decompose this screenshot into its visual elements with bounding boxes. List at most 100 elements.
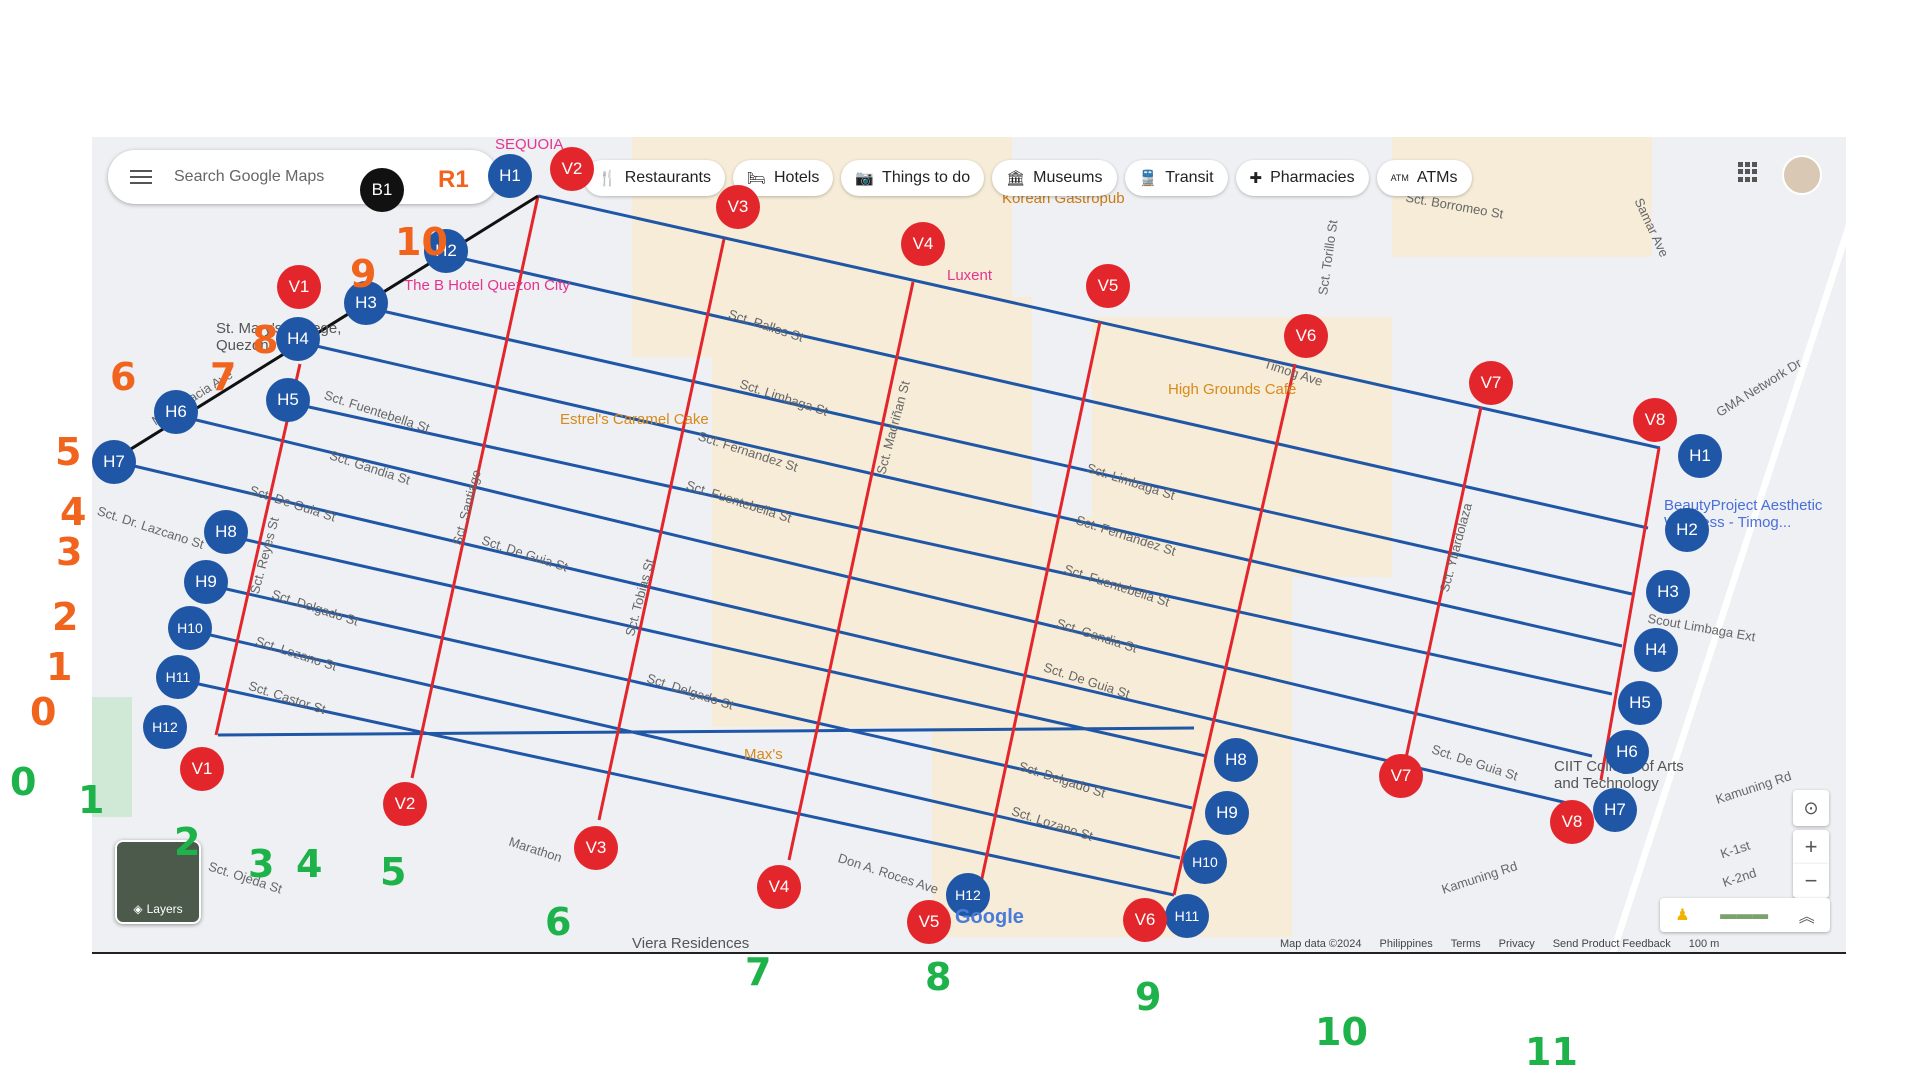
handwritten-orange-9: 9 [350, 252, 377, 296]
expand-icon[interactable]: ︽ [1798, 909, 1815, 926]
marker-left-h4[interactable]: H4 [276, 317, 320, 361]
marker-right-h5[interactable]: H5 [1618, 681, 1662, 725]
handwritten-orange-4: 4 [60, 490, 87, 534]
zoom-out-button[interactable]: − [1793, 864, 1829, 898]
hotel-icon: 🛏 [746, 170, 766, 187]
marker-left-h11[interactable]: H11 [156, 655, 200, 699]
marker-bottom-v5[interactable]: V5 [907, 900, 951, 944]
handwritten-r1: R1 [438, 166, 469, 193]
poi-high-grounds-cafe[interactable]: High Grounds Café [1168, 381, 1297, 398]
chip-things-to-do[interactable]: 📷 Things to do [841, 160, 985, 196]
hamburger-menu-icon[interactable] [130, 166, 152, 188]
marker-right-h7[interactable]: H7 [1593, 788, 1637, 832]
street-view-bar[interactable]: ♟ ▬▬▬ ︽ [1660, 898, 1830, 932]
marker-left-h9[interactable]: H9 [184, 560, 228, 604]
marker-top-v7[interactable]: V7 [1469, 361, 1513, 405]
marker-left-h6[interactable]: H6 [154, 390, 198, 434]
poi-the-b-hotel[interactable]: The B Hotel Quezon City [404, 277, 570, 294]
marker-bottom-v7[interactable]: V7 [1379, 754, 1423, 798]
chip-pharmacies[interactable]: ✚ Pharmacies [1235, 160, 1369, 196]
chip-atms[interactable]: ATM ATMs [1376, 160, 1472, 196]
handwritten-green-1: 1 [78, 778, 105, 822]
poi-maxs[interactable]: Max's [744, 746, 783, 763]
marker-left-h3[interactable]: H3 [344, 281, 388, 325]
transit-icon: 🚆 [1138, 170, 1158, 187]
zoom-in-button[interactable]: + [1793, 830, 1829, 864]
marker-right-h3[interactable]: H3 [1646, 570, 1690, 614]
handwritten-green-5: 5 [380, 850, 407, 894]
imagery-thumbnails[interactable]: ▬▬▬ [1720, 906, 1769, 923]
search-bar[interactable]: Search Google Maps [108, 150, 498, 204]
marker-bottom-v2[interactable]: V2 [383, 782, 427, 826]
apps-grid-icon[interactable] [1738, 162, 1758, 182]
handwritten-green-3: 3 [248, 842, 275, 886]
search-box[interactable]: Search Google Maps [108, 150, 498, 204]
poi-luxent[interactable]: Luxent [947, 267, 993, 284]
marker-bottom-v6[interactable]: V6 [1123, 898, 1167, 942]
marker-left-h5[interactable]: H5 [266, 378, 310, 422]
marker-bottom-v8[interactable]: V8 [1550, 800, 1594, 844]
chip-museums[interactable]: 🏛 Museums [992, 160, 1117, 196]
layers-button[interactable]: ◈ Layers [115, 840, 201, 924]
restaurant-icon: 🍴 [598, 170, 617, 187]
marker-top-v6[interactable]: V6 [1284, 314, 1328, 358]
marker-top-v1[interactable]: V1 [277, 265, 321, 309]
atm-icon: ATM [1390, 173, 1409, 183]
marker-right-h10[interactable]: H10 [1183, 840, 1227, 884]
poi-estrels-caramel-cake[interactable]: Estrel's Caramel Cake [560, 411, 709, 428]
handwritten-green-2: 2 [174, 820, 201, 864]
handwritten-green-7: 7 [745, 950, 772, 994]
marker-top-v2[interactable]: V2 [550, 147, 594, 191]
handwritten-green-10: 10 [1315, 1010, 1368, 1054]
marker-top-v5[interactable]: V5 [1086, 264, 1130, 308]
handwritten-orange-3: 3 [56, 530, 83, 574]
marker-left-h10[interactable]: H10 [168, 606, 212, 650]
marker-top-v4[interactable]: V4 [901, 222, 945, 266]
marker-top-v8[interactable]: V8 [1633, 398, 1677, 442]
search-input[interactable]: Search Google Maps [174, 168, 325, 185]
handwritten-orange-0: 0 [30, 690, 57, 734]
handwritten-orange-10: 10 [395, 220, 448, 264]
category-chips: 🍴 Restaurants 🛏 Hotels 📷 Things to do 🏛 Muse… [584, 160, 1472, 196]
chip-transit[interactable]: 🚆 Transit [1124, 160, 1228, 196]
marker-left-h1[interactable]: H1 [488, 154, 532, 198]
marker-top-v3[interactable]: V3 [716, 185, 760, 229]
chip-restaurants[interactable]: 🍴 Restaurants [584, 160, 725, 196]
chip-label: Museums [1033, 169, 1103, 186]
marker-right-h12[interactable]: H12 [946, 873, 990, 917]
map-bottom-border [92, 952, 1846, 954]
feedback-link[interactable]: Send Product Feedback [1552, 938, 1671, 950]
marker-right-h1[interactable]: H1 [1678, 434, 1722, 478]
poi-viera-residences[interactable]: Viera Residences [632, 935, 750, 952]
marker-bottom-v4[interactable]: V4 [757, 865, 801, 909]
marker-right-h11[interactable]: H11 [1165, 894, 1209, 938]
chip-label: Transit [1165, 169, 1214, 186]
marker-bottom-v1[interactable]: V1 [180, 747, 224, 791]
marker-right-h8[interactable]: H8 [1214, 738, 1258, 782]
google-logo: Google [955, 906, 1024, 928]
chip-label: Pharmacies [1270, 169, 1355, 186]
pegman-icon[interactable]: ♟ [1675, 907, 1690, 924]
marker-b1[interactable]: B1 [360, 168, 404, 212]
marker-right-h9[interactable]: H9 [1205, 791, 1249, 835]
avatar[interactable] [1782, 155, 1822, 195]
privacy-link[interactable]: Privacy [1498, 938, 1535, 950]
layers-icon: ◈ [133, 902, 143, 916]
chip-label: Things to do [882, 169, 971, 186]
poi-sequoia[interactable]: SEQUOIA [495, 136, 564, 153]
country-link[interactable]: Philippines [1379, 938, 1433, 950]
my-location-button[interactable]: ⊙ [1793, 790, 1829, 826]
marker-left-h7[interactable]: H7 [92, 440, 136, 484]
map-footer: Map data ©2024 Philippines Terms Privacy… [1280, 938, 1719, 950]
handwritten-green-11: 11 [1525, 1030, 1578, 1074]
chip-label: ATMs [1416, 169, 1458, 186]
marker-right-h2[interactable]: H2 [1665, 508, 1709, 552]
marker-right-h6[interactable]: H6 [1605, 730, 1649, 774]
marker-right-h4[interactable]: H4 [1634, 628, 1678, 672]
marker-left-h8[interactable]: H8 [204, 510, 248, 554]
chip-label: Hotels [774, 169, 820, 186]
marker-bottom-v3[interactable]: V3 [574, 826, 618, 870]
marker-left-h2[interactable]: H2 [424, 229, 468, 273]
marker-left-h12[interactable]: H12 [143, 705, 187, 749]
terms-link[interactable]: Terms [1450, 938, 1481, 950]
